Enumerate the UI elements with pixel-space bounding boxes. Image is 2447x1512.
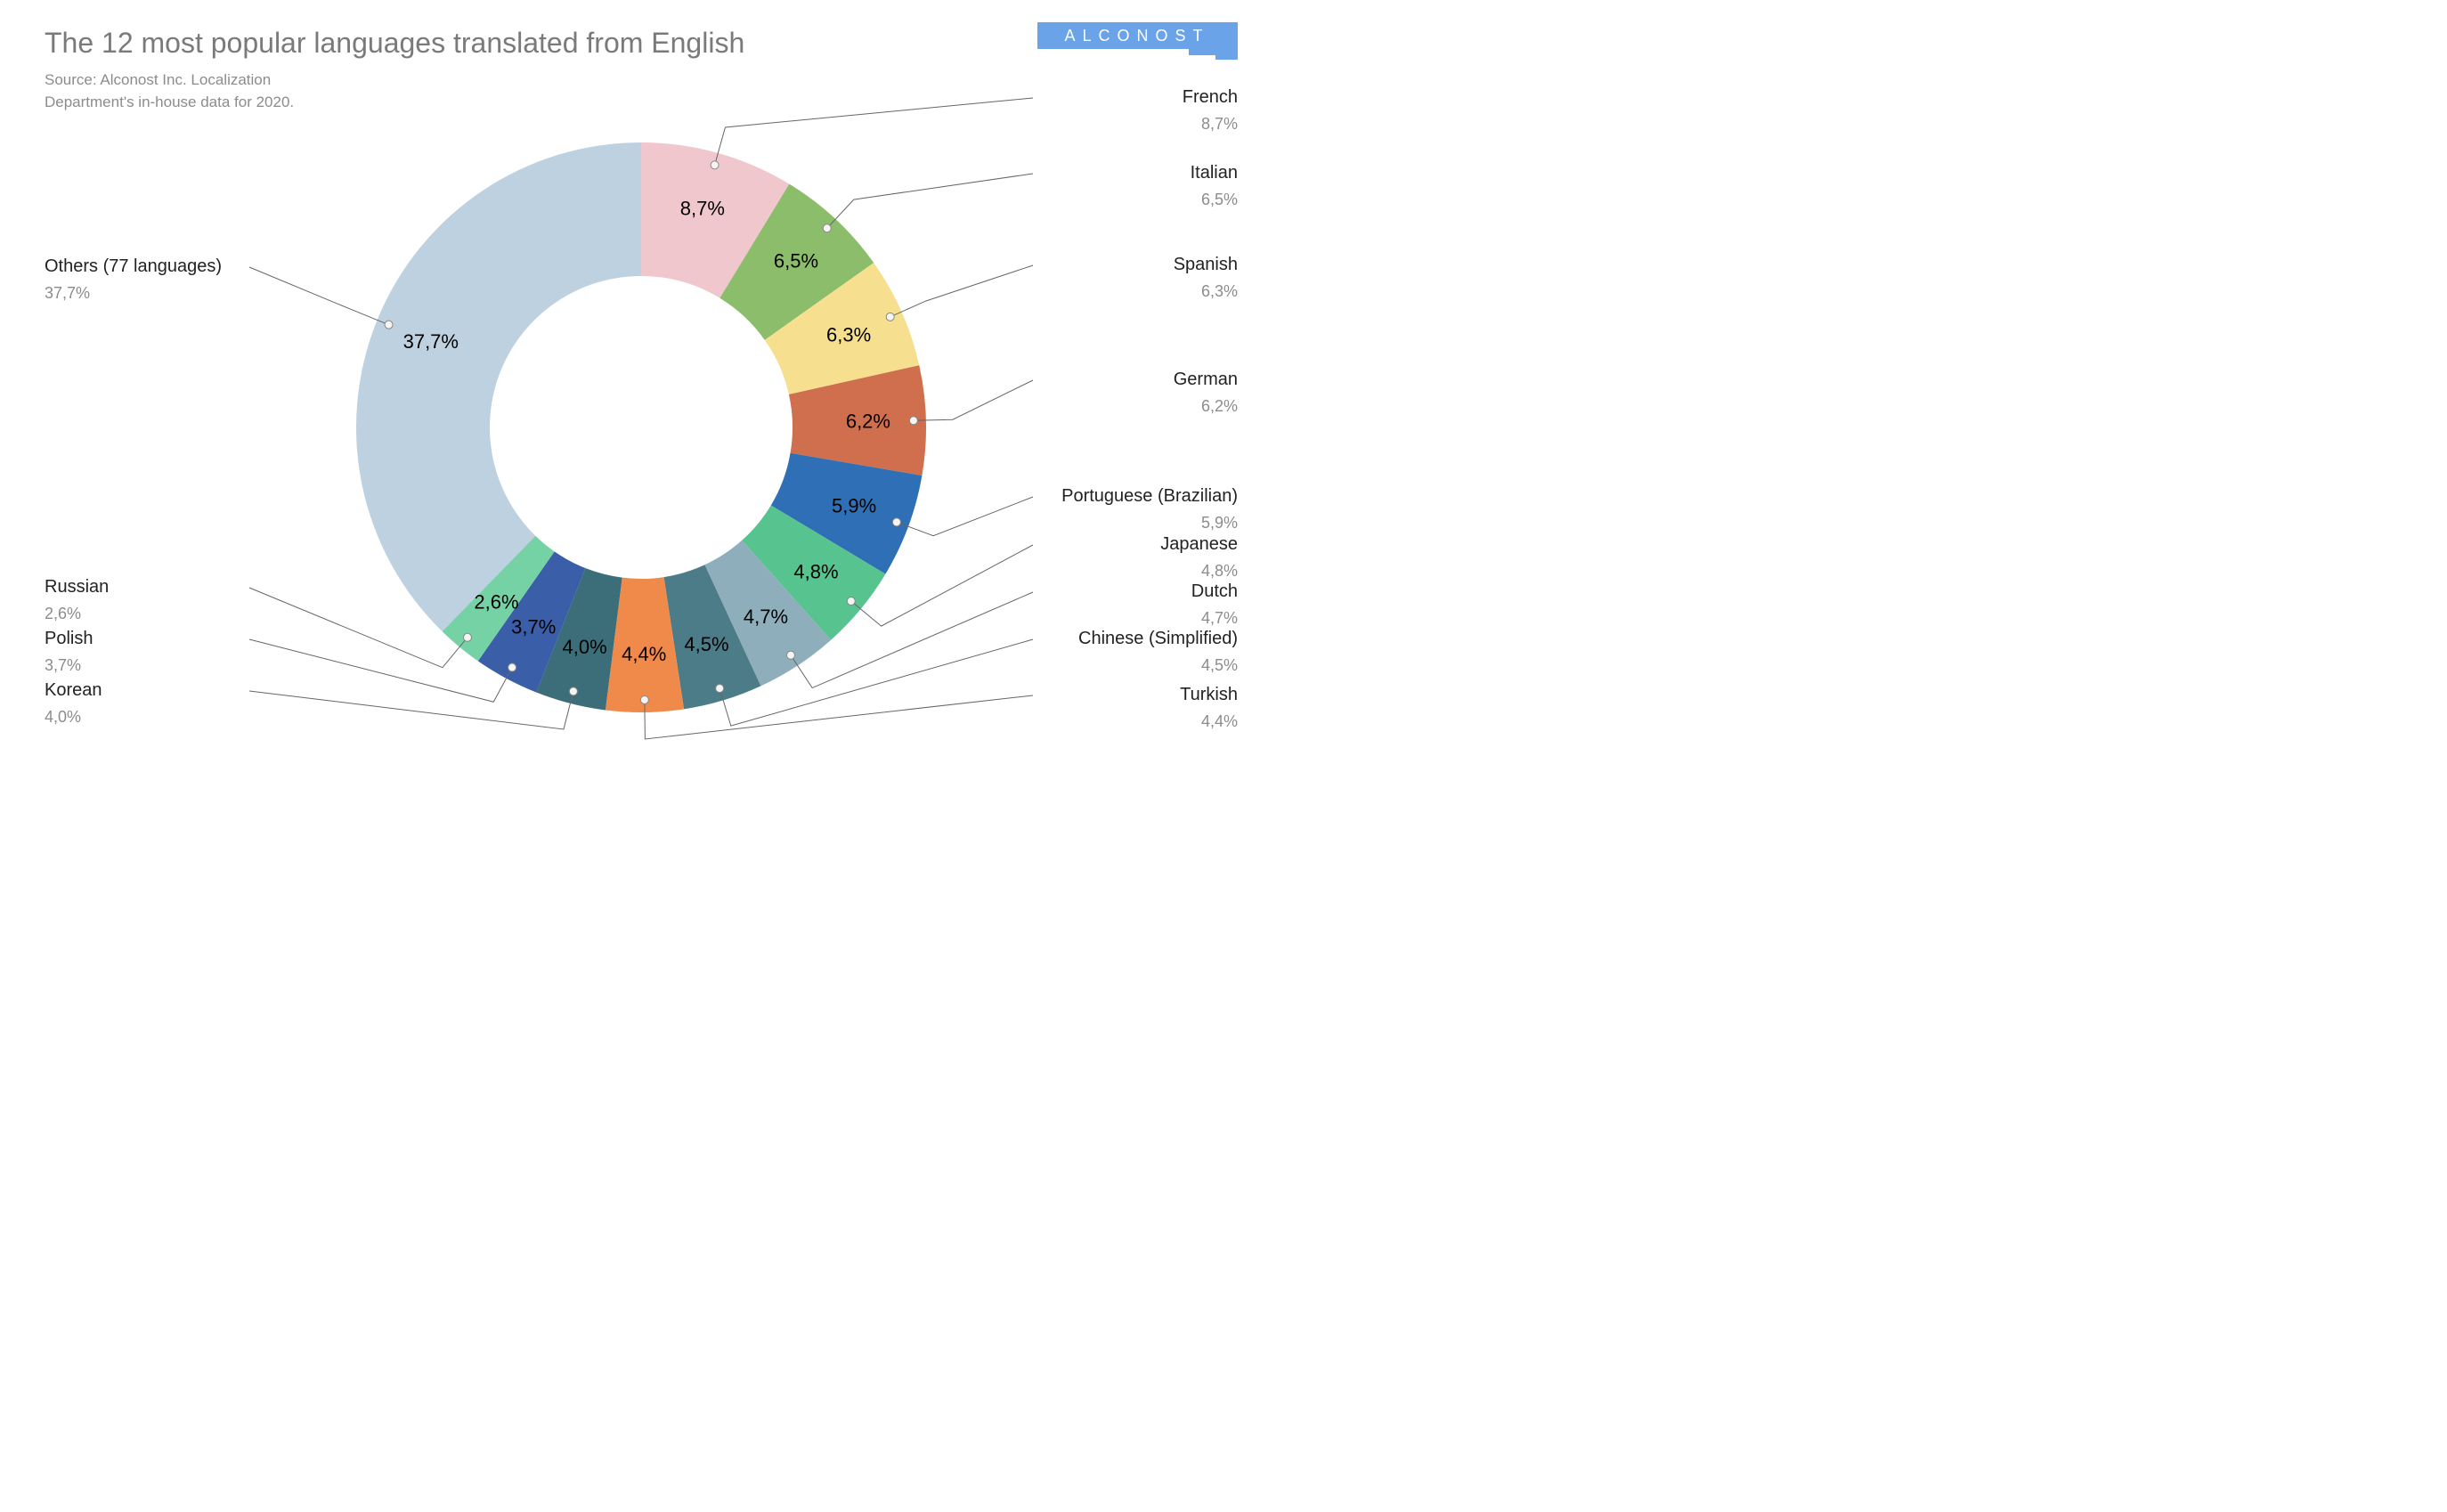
legend-val-9: 4,0% bbox=[45, 708, 81, 726]
slice-label-1: 6,5% bbox=[774, 250, 818, 272]
legend-val-12: 37,7% bbox=[45, 284, 90, 302]
legend-name-2: Spanish bbox=[1174, 255, 1238, 274]
legend-name-9: Korean bbox=[45, 680, 102, 700]
slice-label-12: 37,7% bbox=[403, 330, 459, 353]
slice-label-11: 2,6% bbox=[474, 590, 518, 613]
slice-label-6: 4,7% bbox=[744, 606, 788, 628]
legend-name-5: Japanese bbox=[1160, 534, 1238, 554]
legend-val-10: 3,7% bbox=[45, 656, 81, 674]
legend-val-0: 8,7% bbox=[1201, 115, 1238, 133]
slice-label-3: 6,2% bbox=[846, 411, 890, 433]
slice-label-2: 6,3% bbox=[826, 324, 871, 346]
legend-name-8: Turkish bbox=[1180, 685, 1238, 704]
legend-val-11: 2,6% bbox=[45, 605, 81, 622]
legend-name-10: Polish bbox=[45, 629, 93, 648]
legend-name-1: Italian bbox=[1191, 163, 1238, 183]
legend-val-7: 4,5% bbox=[1201, 656, 1238, 674]
legend-val-1: 6,5% bbox=[1201, 191, 1238, 208]
leader-12 bbox=[249, 267, 389, 325]
leader-4 bbox=[897, 497, 1033, 536]
legend-val-2: 6,3% bbox=[1201, 282, 1238, 300]
legend-name-4: Portuguese (Brazilian) bbox=[1061, 486, 1238, 506]
leader-9 bbox=[249, 691, 573, 729]
legend-val-4: 5,9% bbox=[1201, 514, 1238, 532]
legend-name-6: Dutch bbox=[1191, 581, 1238, 601]
slice-label-9: 4,0% bbox=[563, 636, 607, 658]
legend-name-7: Chinese (Simplified) bbox=[1078, 629, 1238, 648]
legend-name-11: Russian bbox=[45, 577, 109, 597]
slice-label-8: 4,4% bbox=[622, 643, 666, 665]
leader-0 bbox=[715, 98, 1033, 165]
legend-name-3: German bbox=[1174, 370, 1238, 389]
slice-12 bbox=[356, 142, 641, 631]
leader-3 bbox=[914, 380, 1033, 420]
slice-label-4: 5,9% bbox=[832, 495, 876, 517]
leader-1 bbox=[827, 174, 1033, 228]
donut-chart: 8,7% 6,5% 6,3% 6,2% 5,9% 4,8% 4,7% 4,5% 4,4% 4,0%… bbox=[0, 0, 1282, 793]
legend-val-3: 6,2% bbox=[1201, 397, 1238, 415]
slice-label-7: 4,5% bbox=[684, 633, 728, 655]
slice-label-10: 3,7% bbox=[511, 616, 556, 638]
legend-val-5: 4,8% bbox=[1201, 562, 1238, 580]
legend-val-6: 4,7% bbox=[1201, 609, 1238, 627]
leader-2 bbox=[890, 265, 1033, 317]
legend-name-12: Others (77 languages) bbox=[45, 256, 222, 276]
legend-name-0: French bbox=[1183, 87, 1238, 107]
slice-label-5: 4,8% bbox=[793, 561, 838, 583]
legend-val-8: 4,4% bbox=[1201, 712, 1238, 730]
chart-container: { "title": "The 12 most popular language… bbox=[0, 0, 1282, 793]
slice-label-0: 8,7% bbox=[680, 197, 725, 219]
